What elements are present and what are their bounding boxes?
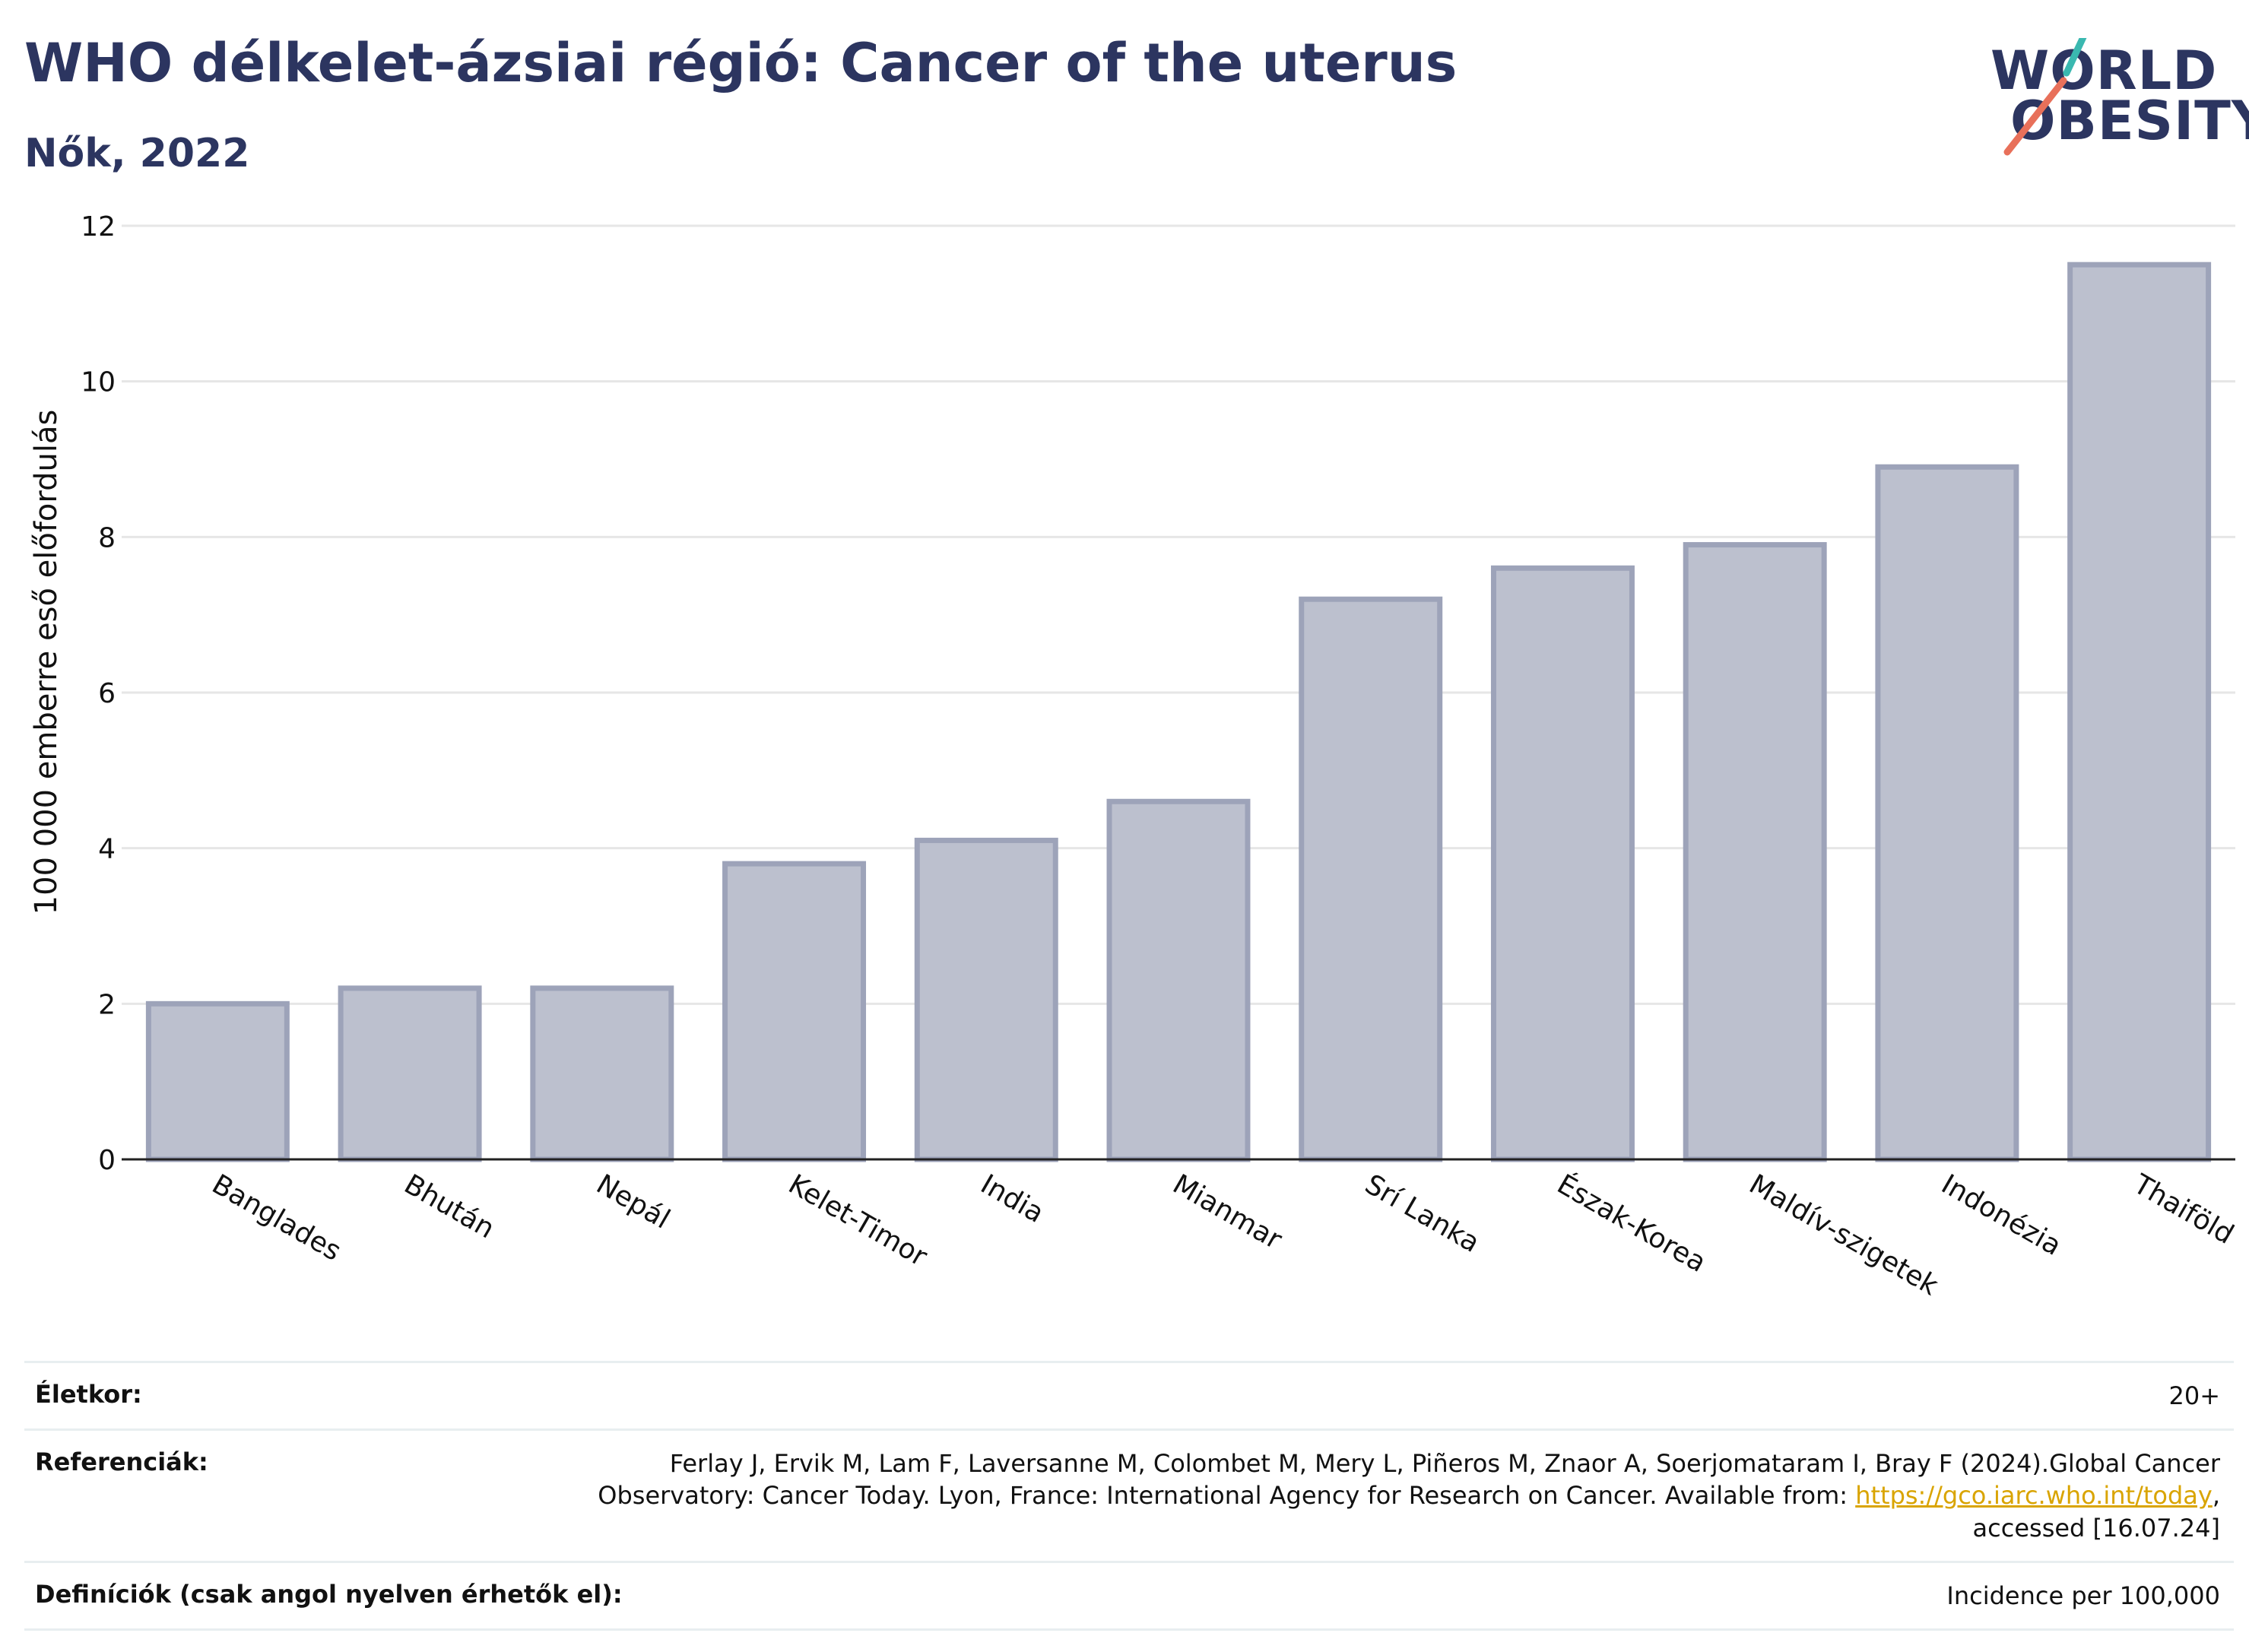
age-value: 20+: [2168, 1381, 2220, 1410]
chart-subtitle: Nők, 2022: [24, 131, 250, 176]
y-tick-label: 4: [98, 834, 116, 865]
references-value: Ferlay J, Ervik M, Lam F, Laversanne M, …: [598, 1447, 2220, 1544]
y-tick-label: 2: [98, 989, 116, 1020]
x-tick-label: Srí Lanka: [1359, 1168, 1485, 1259]
bar: [1490, 565, 1635, 1162]
y-axis-label: 100 000 emberre eső előfordulás: [29, 410, 64, 915]
footer-row-references: Referenciák: Ferlay J, Ervik M, Lam F, L…: [24, 1428, 2234, 1561]
x-tick-label: Maldív-szigetek: [1744, 1168, 1943, 1302]
bar: [1683, 542, 1827, 1162]
age-label: Életkor:: [35, 1380, 142, 1409]
bar: [2067, 262, 2212, 1162]
bar: [914, 837, 1058, 1162]
x-tick-label: Kelet-Timor: [783, 1168, 932, 1273]
bar: [1299, 596, 1443, 1162]
x-tick-labels: Banglades Bhután Nepál Kelet-Timor India Mian…: [207, 1168, 2239, 1302]
bar: [1875, 464, 2019, 1162]
reference-link[interactable]: https://gco.iarc.who.int/today: [1855, 1481, 2213, 1511]
reference-line-3: accessed [16.07.24]: [1972, 1513, 2220, 1543]
footer-row-age: Életkor: 20+: [24, 1361, 2234, 1428]
y-tick-label: 6: [98, 678, 116, 709]
footer-row-definitions: Definíciók (csak angol nyelven érhetők e…: [24, 1560, 2234, 1631]
x-tick-label: India: [975, 1168, 1049, 1229]
x-tick-label: Bhután: [399, 1168, 500, 1245]
x-tick-label: Banglades: [207, 1168, 347, 1267]
y-tick-label: 8: [98, 522, 116, 553]
logo-line-world: WORLD: [1990, 40, 2218, 102]
bar-chart: 0 2 4 6 8 10 12 Banglades Bhután Nepál Kelet-Timo…: [29, 211, 2239, 1302]
bar: [145, 1000, 290, 1162]
references-label: Referenciák:: [35, 1447, 208, 1477]
reference-line-2-end: ,: [2212, 1481, 2220, 1511]
bar: [722, 861, 867, 1162]
x-tick-label: Nepál: [591, 1168, 675, 1235]
y-tick-label: 10: [81, 367, 116, 398]
chart-title: WHO délkelet-ázsiai régió: Cancer of the…: [24, 32, 1458, 94]
reference-line-2: Observatory: Cancer Today. Lyon, France:…: [598, 1481, 1856, 1511]
footer-table: Életkor: 20+ Referenciák: Ferlay J, Ervi…: [24, 1361, 2234, 1631]
definitions-value: Incidence per 100,000: [1946, 1581, 2220, 1610]
x-tick-label: Thaiföld: [2127, 1168, 2238, 1251]
x-tick-label: Indonézia: [1936, 1168, 2066, 1262]
x-tick-label: Mianmar: [1168, 1168, 1287, 1256]
bars: [145, 262, 2212, 1162]
logo-slash-icon: [2003, 38, 2087, 156]
world-obesity-logo: WORLD OBESITY: [1984, 38, 2249, 160]
bar: [530, 985, 674, 1162]
definitions-label: Definíciók (csak angol nyelven érhetők e…: [35, 1579, 623, 1609]
bar: [1106, 798, 1251, 1162]
y-tick-labels: 0 2 4 6 8 10 12: [81, 211, 116, 1176]
y-tick-label: 12: [81, 211, 116, 243]
reference-line-1: Ferlay J, Ervik M, Lam F, Laversanne M, …: [669, 1449, 2220, 1479]
bar: [338, 985, 482, 1162]
x-tick-label: Észak-Korea: [1552, 1168, 1711, 1279]
y-tick-label: 0: [98, 1145, 116, 1176]
